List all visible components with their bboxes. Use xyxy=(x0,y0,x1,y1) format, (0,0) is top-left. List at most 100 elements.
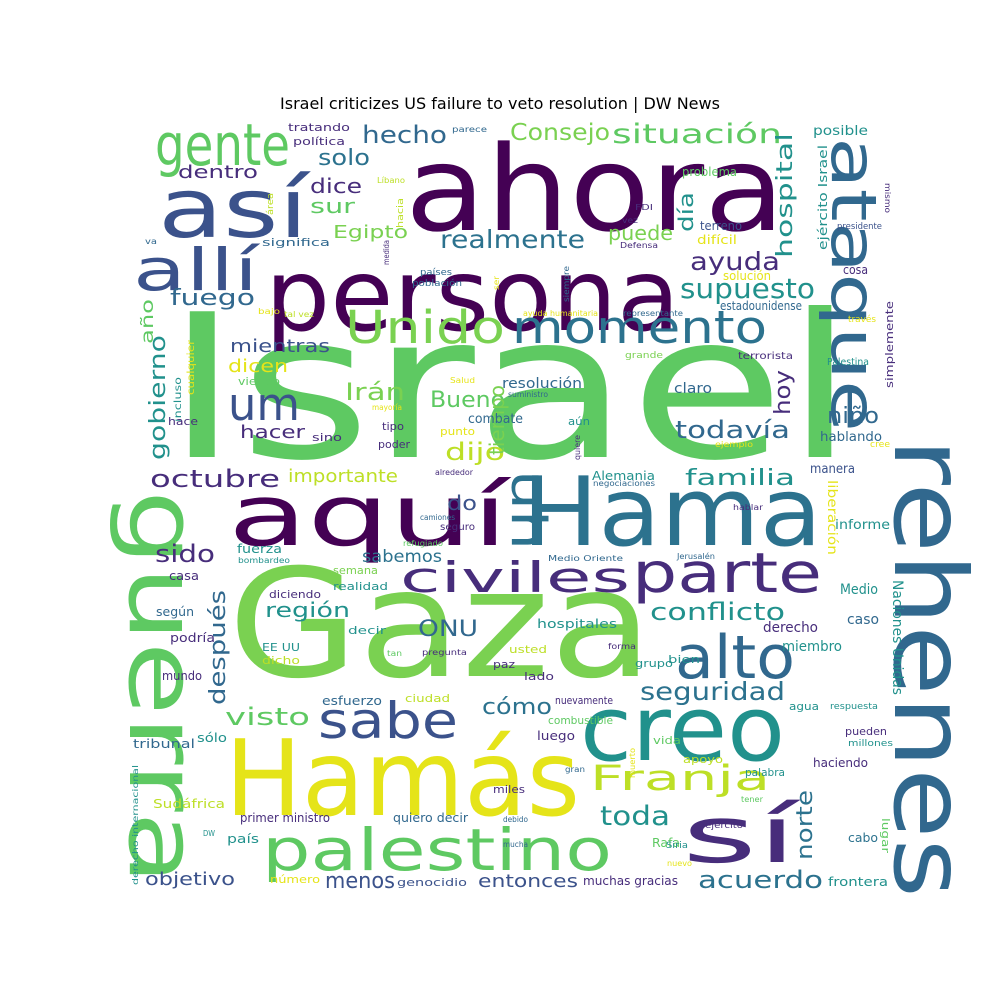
word: dice xyxy=(310,174,362,198)
word: objetivo xyxy=(145,869,235,890)
word: presidente xyxy=(837,222,882,232)
word: después xyxy=(206,590,231,705)
word: hacer xyxy=(240,422,306,443)
word: esfuerzo xyxy=(322,694,382,708)
word: dentro xyxy=(178,162,258,183)
word: mundo xyxy=(162,669,202,683)
word: gente xyxy=(155,111,290,179)
word: países xyxy=(420,268,452,278)
word: Hama xyxy=(522,458,822,568)
word: norte xyxy=(793,790,818,860)
word: paz xyxy=(493,658,515,671)
word: Gaza xyxy=(228,538,653,712)
word: cómo xyxy=(482,695,552,720)
word: estadounidense xyxy=(720,299,802,313)
word: todavía xyxy=(675,416,790,444)
word: siempre xyxy=(562,266,571,302)
word: Defensa xyxy=(620,241,658,250)
word: aquí xyxy=(228,467,512,566)
word: sur xyxy=(310,194,356,218)
word: número xyxy=(270,873,320,886)
word: año xyxy=(138,299,158,344)
word: haciendo xyxy=(813,756,868,770)
word: muchas gracias xyxy=(583,874,678,888)
word: sido xyxy=(155,540,215,568)
word: alto xyxy=(675,623,795,693)
word: Israel xyxy=(165,272,855,505)
word: allí xyxy=(133,236,261,304)
word: terreno xyxy=(700,219,742,233)
word: gobierno xyxy=(146,335,171,460)
word: sólo xyxy=(197,731,227,745)
word: Unido xyxy=(345,301,505,354)
word: tal vez xyxy=(284,310,314,319)
word: dicho xyxy=(262,654,300,667)
word: Rafa xyxy=(652,836,680,850)
word: frontera xyxy=(828,875,888,889)
word: caso xyxy=(847,612,879,628)
word: pregunta xyxy=(422,648,467,657)
word: política xyxy=(293,135,345,148)
word: hacia xyxy=(396,198,406,228)
word: simplemente xyxy=(883,301,896,388)
word: grupo xyxy=(635,657,673,670)
word: Palestina xyxy=(827,357,869,368)
word: momento xyxy=(512,301,767,354)
word: través xyxy=(848,314,876,325)
word: ciudad xyxy=(405,692,450,705)
word: área xyxy=(266,193,276,215)
word: seguridad xyxy=(640,677,785,706)
word: bien xyxy=(668,653,700,666)
word: niño xyxy=(827,404,879,429)
word: acuerdo xyxy=(698,866,823,894)
word: informe xyxy=(835,518,890,533)
word: sabemos xyxy=(362,547,442,567)
word: posible xyxy=(813,124,868,139)
word: visto xyxy=(225,703,310,731)
word: semana xyxy=(333,564,378,577)
word: diciendo xyxy=(269,588,321,601)
word: usted xyxy=(509,643,547,656)
word: camiones xyxy=(420,513,455,522)
word: Jerusalén xyxy=(676,551,715,561)
word: ahora xyxy=(405,120,785,258)
word: persona xyxy=(265,237,680,354)
word: situación xyxy=(612,119,782,150)
word: hospital xyxy=(773,133,798,258)
word: FDI xyxy=(635,203,653,212)
word: hablar xyxy=(733,503,764,512)
word: familia xyxy=(685,466,795,491)
word: DW xyxy=(203,829,215,838)
word: dijo xyxy=(445,438,505,466)
word: Medio Oriente xyxy=(548,554,623,563)
word: fuego xyxy=(170,286,255,311)
word: vez xyxy=(622,216,638,225)
word: mientras xyxy=(230,336,330,357)
word: así xyxy=(158,162,311,257)
word: rehenes xyxy=(871,438,988,898)
word: mismo xyxy=(883,183,892,213)
word: agua xyxy=(789,700,819,713)
word: parece xyxy=(452,125,487,134)
word: tan xyxy=(387,649,402,658)
word: supuesto xyxy=(680,272,815,305)
word: miles xyxy=(493,783,525,796)
word: importante xyxy=(288,466,398,487)
word: Sudáfrica xyxy=(153,797,225,811)
word: quiere xyxy=(573,435,582,460)
word: tener xyxy=(741,795,764,804)
word: quiero decir xyxy=(393,811,468,825)
word: octubre xyxy=(150,465,280,493)
word: Egipto xyxy=(333,222,408,243)
word: bajo xyxy=(258,307,280,316)
word: poder xyxy=(378,438,410,451)
word: hablando xyxy=(820,430,882,445)
word: puede xyxy=(608,221,673,245)
word: tipo xyxy=(382,420,404,433)
word: lado xyxy=(524,670,554,683)
word: forma xyxy=(608,642,636,651)
word: lugar xyxy=(879,818,892,854)
word: según xyxy=(156,605,194,619)
word: aún xyxy=(568,415,590,428)
word: Naciones Unidas xyxy=(889,580,905,695)
